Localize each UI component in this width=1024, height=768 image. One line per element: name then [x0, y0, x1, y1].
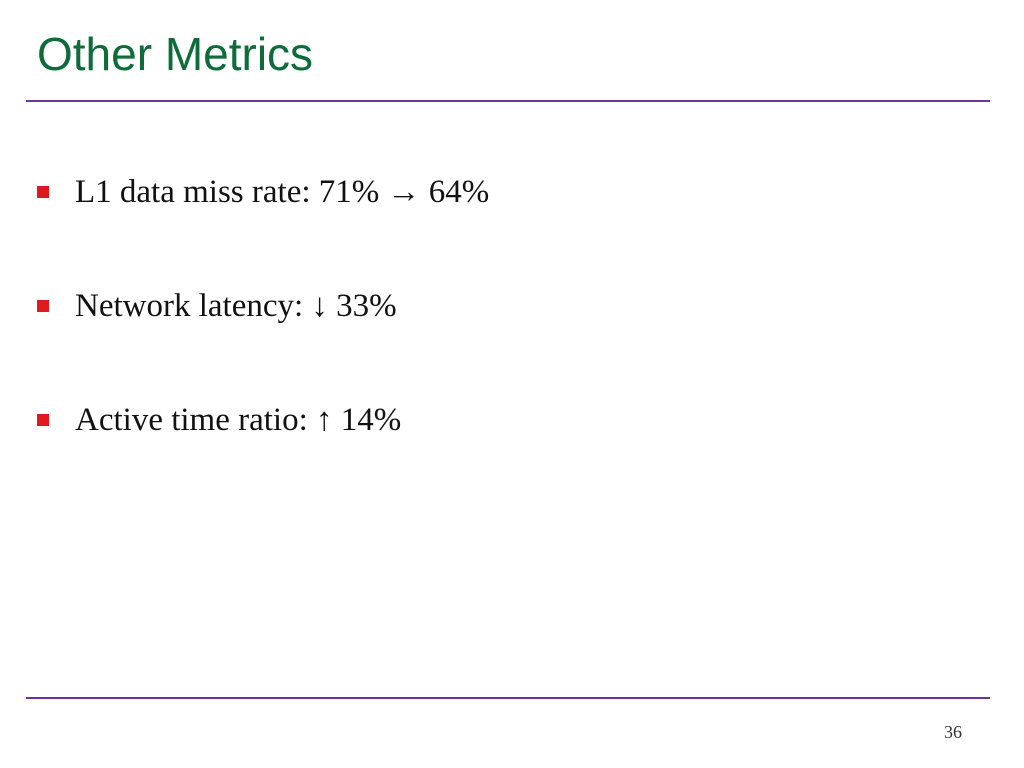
bullet-item-network-latency: Network latency: ↓ 33%: [37, 280, 489, 332]
bullet-item-active-time-ratio: Active time ratio: ↑ 14%: [37, 394, 489, 446]
bullet-item-l1-miss-rate: L1 data miss rate: 71% → 64%: [37, 166, 489, 218]
square-bullet-icon: [37, 186, 49, 198]
slide-title: Other Metrics: [37, 28, 314, 80]
square-bullet-icon: [37, 414, 49, 426]
title-divider: [26, 100, 990, 102]
square-bullet-icon: [37, 300, 49, 312]
bullet-text: Network latency: ↓ 33%: [75, 287, 397, 324]
page-number: 36: [944, 722, 962, 742]
footer-divider: [26, 697, 990, 699]
bullet-text: Active time ratio: ↑ 14%: [75, 401, 402, 438]
bullet-list: L1 data miss rate: 71% → 64% Network lat…: [37, 166, 489, 508]
bullet-text: L1 data miss rate: 71% → 64%: [75, 173, 490, 210]
